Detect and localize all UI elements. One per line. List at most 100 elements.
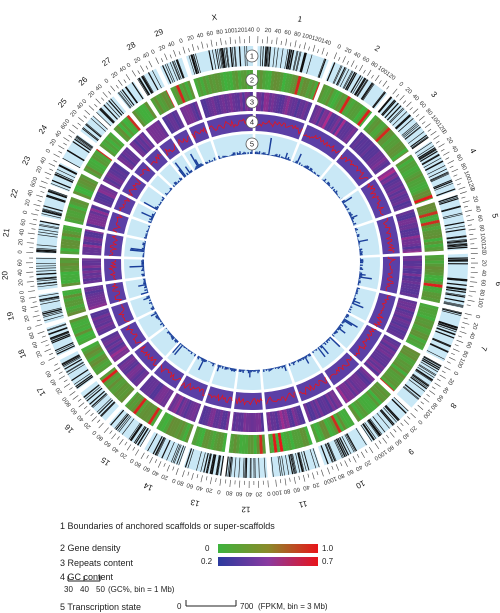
gene-density-bin [60,244,80,250]
repeat-content-bin [159,388,172,407]
gc-content-line [255,119,303,135]
transcription-bin [141,211,154,219]
scaffold-boundary [129,423,142,441]
gc-content-line [373,295,391,328]
repeat-content-bin [255,412,259,432]
gene-density-bin [395,154,413,168]
repeat-content-bin [82,241,103,247]
repeat-content-bin [168,112,181,131]
gene-density-bin [258,434,263,454]
axis-tick [27,232,35,235]
scaffold-boundary [352,76,364,94]
gene-density-bin [363,114,378,132]
transcription-bin [288,363,291,367]
gene-density-bin [61,238,81,244]
transcription-bin [352,299,361,305]
chromosome-label: 7 [479,345,489,353]
repeat-content-bin [94,195,113,206]
transcription-bin [359,253,363,256]
gene-density-bin [319,85,330,104]
gene-density-bin [146,101,158,118]
gene-density-bin [119,387,135,404]
repeat-content-bin [82,249,102,254]
axis-tick-label: 120 [435,122,446,134]
transcription-bin [177,181,179,184]
gene-density-bin [119,120,136,137]
scaffold-boundary [42,209,62,215]
axis-tick [182,46,186,54]
gene-density-bin [101,140,118,155]
transcription-bin [258,369,260,372]
axis-tick-label: 40 [22,304,29,312]
repeat-content-bin [402,265,422,270]
gc-content-line [164,143,175,156]
transcription-track-bg [124,237,147,258]
gene-density-bin [423,282,443,288]
scaffold-boundary [39,296,60,302]
gene-density-bin [62,226,82,233]
scaffold-boundary [141,75,154,94]
gene-density-bin [341,97,354,116]
repeat-content-bin [88,302,108,311]
repeat-content-bin [167,392,178,410]
axis-tick-label: 40 [19,228,26,236]
repeat-content-bin [260,92,265,112]
scaffold-boundary [437,323,458,331]
transcription-bin [142,243,146,246]
scaffold-boundary [72,140,90,154]
transcription-bin [164,192,168,196]
axis-tick [431,386,436,390]
scaffold-boundary [117,92,131,109]
transcription-bin [325,340,329,344]
scaffold-boundary [43,205,63,212]
repeat-content-bin [397,216,417,225]
gene-density-bin [92,152,111,166]
gene-density-bin [418,210,438,219]
scaffold-boundary [130,424,143,442]
gene-density-bin [354,107,369,125]
scaffold-boundary [279,456,283,476]
repeat-content-bin [400,289,420,296]
scaffold-boundary [37,284,58,288]
repeat-content-bin [161,116,174,135]
repeat-content-bin [402,272,422,278]
repeat-content-bin [363,361,380,377]
transcription-bin [141,262,145,265]
gene-density-bin [280,432,287,452]
scaffold-boundary [333,439,343,459]
axis-tick [367,69,372,77]
repeat-content-bin [379,340,398,353]
transcription-bin [287,156,290,161]
repeat-content-bin [181,105,193,125]
scaffold-boundary [228,456,232,477]
axis-tick-label: 40 [354,463,363,472]
axis-tick [451,168,459,173]
transcription-bin [356,287,360,290]
axis-tick [102,92,108,98]
scaffold-boundary [415,368,434,381]
axis-tick-label: 20 [445,136,454,145]
transcription-bin [203,164,204,166]
transcription-bin [247,152,249,155]
repeat-content-bin [383,334,402,346]
axis-tick [48,357,56,361]
gene-density-bin [379,377,395,392]
transcription-bin [148,227,150,229]
scaffold-boundary [55,343,75,353]
repeat-content-bin [370,354,387,368]
axis-tick-label: 60 [142,464,151,473]
scaffold-boundary [432,337,452,347]
scaffold-boundary [416,145,435,157]
repeat-content-bin [402,260,422,264]
repeat-content-bin [375,346,393,360]
gene-density-bin [415,315,435,325]
scaffold-boundary [438,195,458,203]
transcription-bin [293,162,296,163]
gene-density-bin [423,285,443,291]
scaffold-boundary [48,189,68,198]
repeat-content-bin [365,359,382,375]
repeat-content-bin [118,154,135,169]
